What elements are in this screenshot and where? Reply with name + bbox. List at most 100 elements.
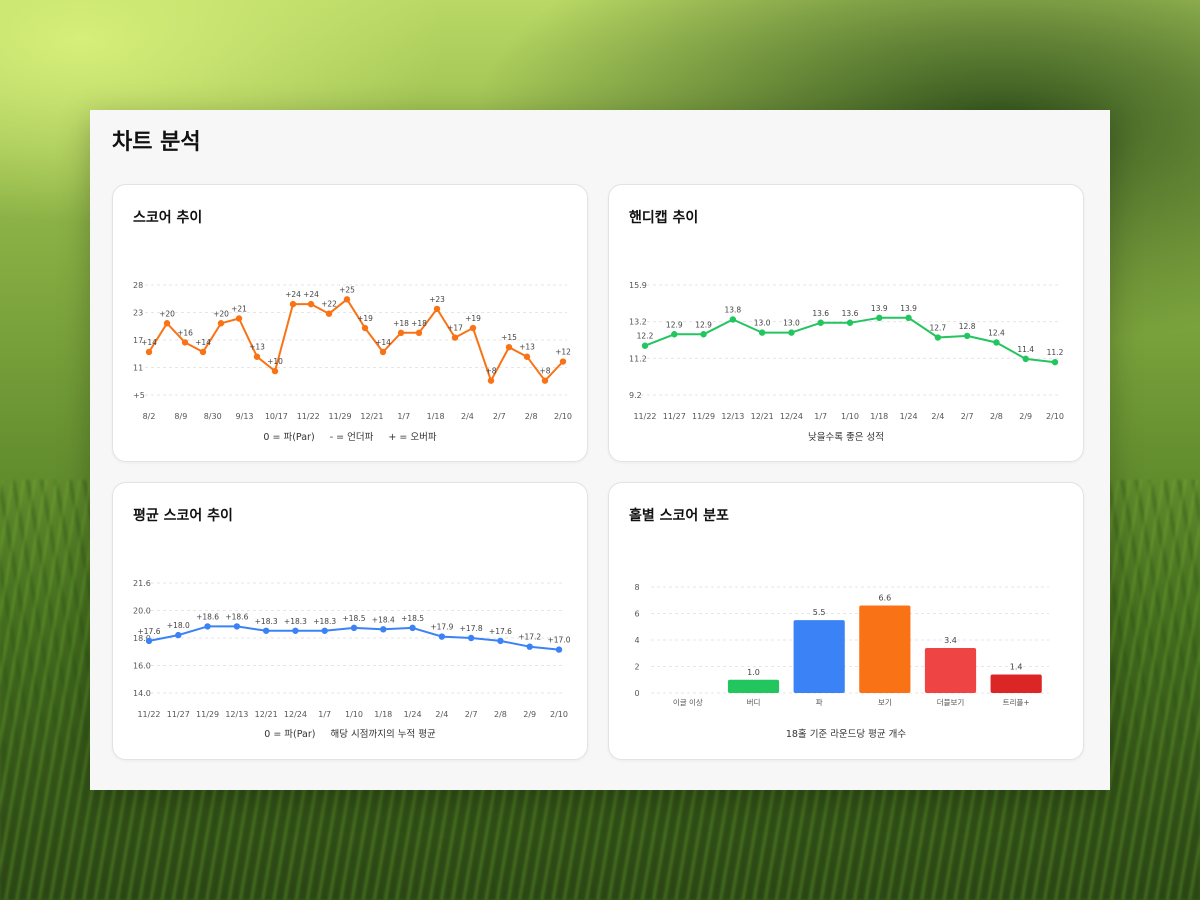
- data-label: 11.2: [1047, 348, 1064, 357]
- data-label: +14: [195, 338, 211, 347]
- hole-distribution-title: 홀별 스코어 분포: [629, 508, 729, 524]
- data-label: +18.5: [343, 614, 366, 623]
- data-label: +18.6: [196, 612, 219, 621]
- x-tick-label: 8/30: [204, 412, 222, 421]
- x-tick-label: 11/22: [633, 412, 656, 421]
- data-point: [1051, 358, 1059, 366]
- bar: [859, 605, 911, 693]
- bar-value-label: 1.4: [1010, 662, 1023, 671]
- data-label: 12.7: [930, 324, 947, 333]
- x-tick-label: 11/29: [196, 710, 219, 719]
- x-tick-label: 2/10: [554, 412, 572, 421]
- y-tick-label: 9.2: [629, 391, 642, 400]
- data-point: [523, 353, 531, 360]
- data-label: +24: [303, 290, 319, 299]
- data-label: 13.0: [783, 319, 800, 328]
- analysis-panel: 차트 분석 스코어 추이 +5 11 17 23 28 8/2 8/9 8/30 9/13 10/…: [90, 110, 1110, 790]
- legend-cumulative: 해당 시점까지의 누적 평균: [330, 729, 436, 740]
- average-score-legend: 0 = 파(Par) 해당 시점까지의 누적 평균: [113, 726, 587, 740]
- data-label: +18.0: [167, 621, 190, 630]
- x-tick-label: 11/27: [167, 710, 190, 719]
- bar-value-label: 5.5: [813, 608, 826, 617]
- data-point: [271, 367, 279, 375]
- data-point: [817, 319, 824, 326]
- y-tick-label: 20.0: [133, 607, 151, 616]
- data-point: [963, 332, 971, 340]
- bar: [793, 620, 845, 693]
- data-label: 13.9: [871, 304, 888, 313]
- x-tick-label: 10/17: [265, 412, 288, 421]
- data-label: +19: [465, 314, 481, 323]
- legend-par: 0 = 파(Par): [264, 729, 316, 740]
- data-point: [934, 334, 942, 341]
- y-tick-label: 8: [634, 583, 639, 592]
- x-tick-label: 2/10: [1046, 412, 1064, 421]
- average-score-chart: 14.0 16.0 18.0 20.0 21.6 11/22 11/27 11/29 12/13…: [133, 579, 571, 719]
- data-point: [497, 637, 504, 645]
- data-point: [253, 353, 261, 360]
- data-label: +10: [267, 357, 283, 366]
- data-label: +17.6: [138, 627, 161, 636]
- x-tick-label: 1/7: [397, 412, 410, 421]
- y-tick-label: 21.6: [133, 579, 151, 588]
- x-tick-label: 12/24: [284, 710, 307, 719]
- data-label: 13.6: [842, 309, 859, 318]
- data-point: [451, 334, 459, 341]
- data-label: +13: [249, 343, 265, 352]
- x-tick-label: 1/7: [318, 710, 331, 719]
- average-score-title: 평균 스코어 추이: [133, 508, 233, 524]
- x-tick-label: 1/10: [345, 710, 363, 719]
- y-tick-label: 11: [133, 364, 143, 373]
- x-tick-label: 12/24: [780, 412, 803, 421]
- x-tick-label: 1/7: [814, 412, 827, 421]
- data-point: [700, 331, 707, 338]
- data-label: 13.6: [812, 309, 829, 318]
- data-label: +18.3: [255, 617, 278, 626]
- data-point: [145, 637, 153, 645]
- x-tick-label: 1/24: [404, 710, 422, 719]
- data-label: +18.5: [401, 614, 424, 623]
- bar-value-label: 3.4: [944, 636, 957, 645]
- x-tick-label: 11/29: [329, 412, 352, 421]
- data-point: [307, 300, 315, 308]
- data-label: +17.6: [489, 627, 512, 636]
- data-label: 13.0: [754, 319, 771, 328]
- x-tick-label: 2/8: [525, 412, 538, 421]
- data-label: +18: [393, 319, 409, 328]
- data-label: +18: [411, 319, 427, 328]
- data-point: [559, 358, 567, 365]
- y-tick-label: 16.0: [133, 662, 151, 671]
- data-label: 12.9: [666, 320, 683, 329]
- data-point: [526, 643, 533, 650]
- score-trend-legend: 0 = 파(Par) - = 언더파 + = 오버파: [113, 429, 587, 443]
- data-label: 11.4: [1017, 345, 1034, 354]
- data-label: +24: [285, 290, 301, 299]
- data-point: [555, 646, 563, 653]
- x-tick-label: 2/8: [494, 710, 507, 719]
- data-label: +17.0: [548, 636, 571, 645]
- handicap-caption: 낮을수록 좋은 성적: [808, 432, 884, 443]
- category-label: 보기: [878, 698, 892, 707]
- data-point: [204, 623, 211, 630]
- y-tick-label: 6: [634, 610, 639, 619]
- x-tick-label: 2/4: [435, 710, 448, 719]
- data-label: +15: [501, 333, 517, 342]
- category-label: 이글 이상: [673, 697, 703, 707]
- x-tick-label: 11/22: [297, 412, 320, 421]
- bar-value-label: 6.6: [878, 594, 891, 603]
- data-label: +17: [447, 324, 463, 333]
- data-label: 13.9: [900, 304, 917, 313]
- data-point: [467, 634, 475, 642]
- data-label: +18.3: [313, 617, 336, 626]
- data-point: [181, 339, 189, 346]
- data-label: +12: [555, 348, 571, 357]
- legend-over: + = 오버파: [388, 432, 437, 443]
- data-point: [487, 377, 495, 384]
- series-line: [148, 298, 564, 382]
- hole-distribution-card: 홀별 스코어 분포 0 2 4 6 8 이글 이상 1.0 버디 5.5 파 6.6 보기 3.4 더블보…: [608, 482, 1084, 760]
- bar: [727, 679, 780, 693]
- x-tick-label: 8/2: [143, 412, 156, 421]
- x-tick-label: 12/13: [721, 412, 744, 421]
- data-point: [409, 624, 416, 632]
- data-label: +20: [213, 309, 229, 318]
